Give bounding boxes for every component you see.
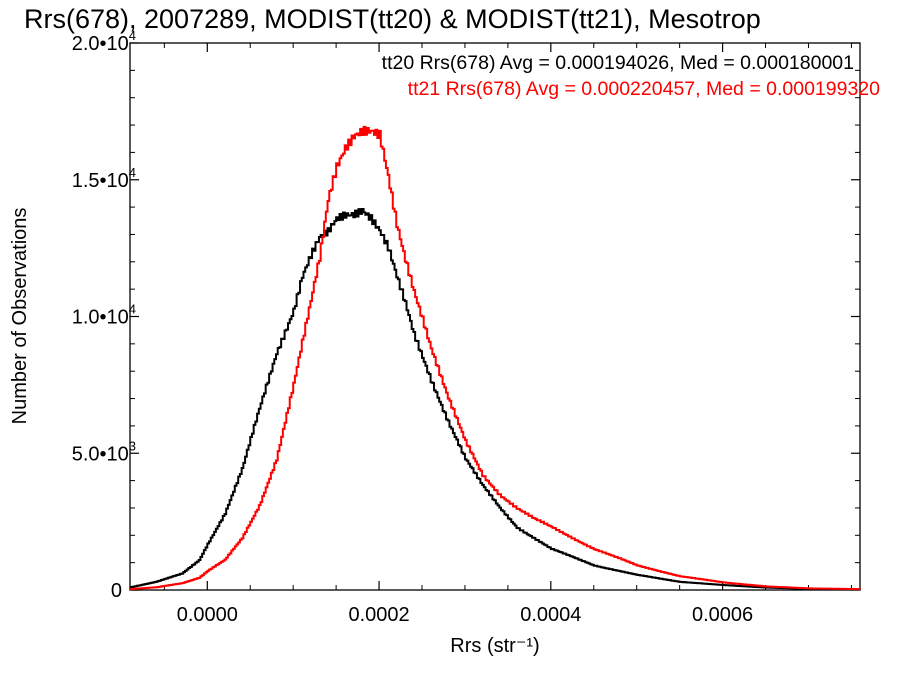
y-axis-label: Number of Observations [9,208,31,425]
x-axis-ticks: 0.0000 0.0002 0.0004 0.0006 [163,43,852,626]
series-layer [130,125,861,591]
plot-area-frame [129,42,861,591]
x-tick-label: 0.0004 [520,604,581,626]
x-tick-label: 0.0002 [348,604,409,626]
x-axis-label: Rrs (str⁻¹) [450,635,539,657]
x-tick-label: 0.0000 [177,604,238,626]
y-axis-ticks: 0 5.0•103 1.0•104 1.5•104 2.0•104 [72,28,860,602]
histogram-series-1 [130,125,861,591]
y-tick-label: 2.0•104 [72,28,136,55]
legend-entry-tt20: tt20 Rrs(678) Avg = 0.000194026, Med = 0… [382,52,854,74]
y-tick-label: 0 [111,580,122,602]
x-tick-label: 0.0006 [692,604,753,626]
legend-entry-tt21: tt21 Rrs(678) Avg = 0.000220457, Med = 0… [408,78,880,100]
y-tick-label: 1.0•104 [72,302,136,329]
y-tick-label: 1.5•104 [72,165,136,192]
histogram-series-0 [130,207,861,591]
chart-title: Rrs(678), 2007289, MODIST(tt20) & MODIST… [24,4,761,34]
y-tick-label: 5.0•103 [72,438,136,465]
